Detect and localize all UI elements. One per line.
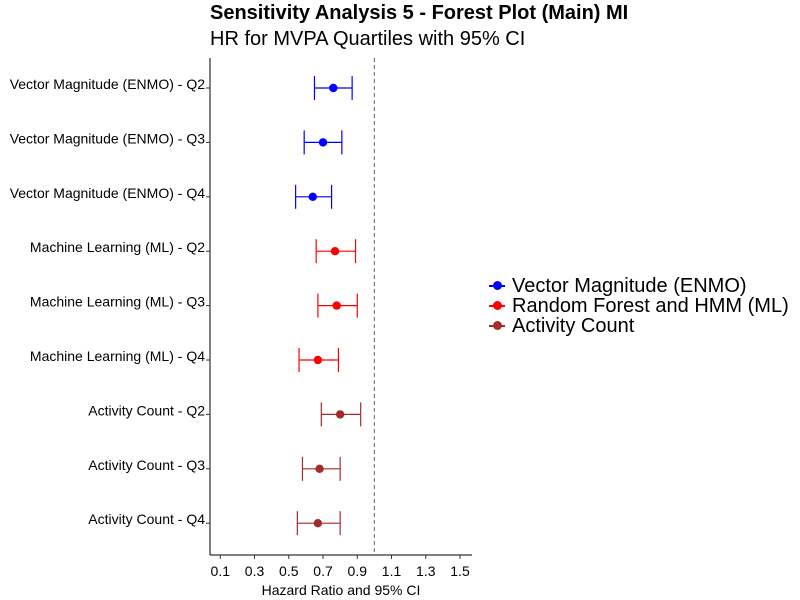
hr-point <box>315 464 324 473</box>
x-tick-label: 1.5 <box>450 563 470 579</box>
x-axis-label: Hazard Ratio and 95% CI <box>261 582 421 598</box>
y-tick-label: Machine Learning (ML) - Q4 <box>30 348 205 364</box>
hr-point <box>313 355 323 365</box>
legend-item-ml: Random Forest and HMM (ML) <box>488 294 789 317</box>
legend-label-enmo: Vector Magnitude (ENMO) <box>512 274 747 297</box>
legend-item-enmo: Vector Magnitude (ENMO) <box>488 274 789 297</box>
y-tick-label: Activity Count - Q3 <box>88 457 205 473</box>
legend-key-enmo <box>488 276 506 296</box>
hr-point <box>318 138 328 147</box>
y-tick-label: Vector Magnitude (ENMO) - Q3 <box>10 130 206 146</box>
y-tick-label: Machine Learning (ML) - Q2 <box>30 239 205 255</box>
legend-item-activity-count: Activity Count <box>488 314 789 337</box>
x-tick-label: 0.9 <box>348 563 368 579</box>
hr-point <box>330 247 340 256</box>
legend: Vector Magnitude (ENMO) Random Forest an… <box>488 274 789 337</box>
hr-point <box>332 301 341 310</box>
y-tick-label: Vector Magnitude (ENMO) - Q2 <box>10 76 206 92</box>
x-tick-label: 1.1 <box>382 563 402 579</box>
chart-subtitle: HR for MVPA Quartiles with 95% CI <box>210 28 526 50</box>
hr-point <box>308 192 317 201</box>
x-tick-label: 0.3 <box>245 563 265 579</box>
y-tick-label: Machine Learning (ML) - Q3 <box>30 294 205 310</box>
x-tick-label: 1.3 <box>416 563 436 579</box>
y-tick-label: Activity Count - Q4 <box>88 511 205 527</box>
y-tick-label: Vector Magnitude (ENMO) - Q4 <box>10 185 206 201</box>
hr-point <box>313 519 323 528</box>
legend-label-activity-count: Activity Count <box>512 314 635 337</box>
legend-key-ml <box>488 296 506 316</box>
legend-key-activity-count <box>488 316 506 336</box>
hr-point <box>329 83 338 93</box>
x-tick-label: 0.7 <box>313 563 333 579</box>
y-tick-label: Activity Count - Q2 <box>88 402 205 418</box>
hr-point <box>335 410 345 419</box>
x-tick-label: 0.1 <box>211 563 231 579</box>
x-tick-label: 0.5 <box>279 563 299 579</box>
legend-label-ml: Random Forest and HMM (ML) <box>512 294 789 317</box>
chart-title: Sensitivity Analysis 5 - Forest Plot (Ma… <box>210 2 629 24</box>
